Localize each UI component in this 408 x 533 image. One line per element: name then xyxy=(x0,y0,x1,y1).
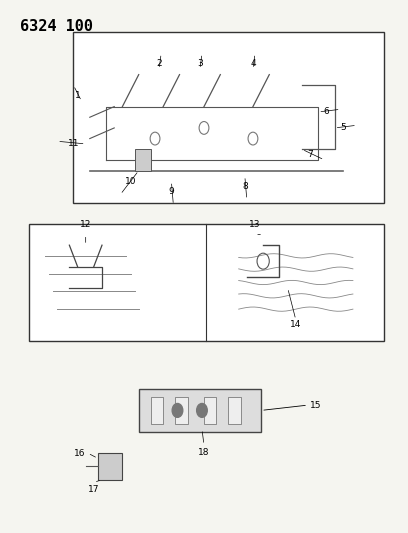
Text: 14: 14 xyxy=(290,320,302,329)
Circle shape xyxy=(172,403,183,417)
Text: 1: 1 xyxy=(75,92,80,100)
Text: 3: 3 xyxy=(197,60,203,68)
Text: 9: 9 xyxy=(169,188,174,196)
Text: 6324 100: 6324 100 xyxy=(20,19,93,34)
Bar xyxy=(204,397,216,424)
Text: 7: 7 xyxy=(307,150,313,159)
Bar xyxy=(151,397,163,424)
Bar xyxy=(175,397,188,424)
Text: 4: 4 xyxy=(250,60,256,68)
Text: 2: 2 xyxy=(156,60,162,68)
Bar xyxy=(228,397,241,424)
Text: 16: 16 xyxy=(74,449,86,457)
Text: 15: 15 xyxy=(310,401,322,409)
Bar xyxy=(135,149,151,171)
Text: 12: 12 xyxy=(80,220,91,229)
Text: 18: 18 xyxy=(198,448,210,457)
Text: 8: 8 xyxy=(242,182,248,191)
Text: 5: 5 xyxy=(340,124,346,132)
Bar xyxy=(29,224,384,341)
Bar xyxy=(139,389,261,432)
Text: 11: 11 xyxy=(68,140,79,148)
Bar xyxy=(73,32,384,203)
Text: 17: 17 xyxy=(88,485,100,494)
Circle shape xyxy=(197,403,207,417)
Text: 13: 13 xyxy=(249,220,261,229)
Bar xyxy=(98,453,122,480)
Text: 10: 10 xyxy=(125,177,136,185)
Text: 6: 6 xyxy=(324,108,329,116)
